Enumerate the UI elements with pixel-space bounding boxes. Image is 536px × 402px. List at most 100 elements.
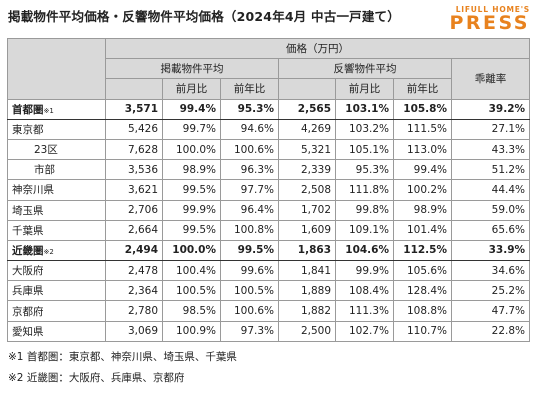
response-mom-cell: 102.7% — [335, 320, 394, 342]
region-name: 近畿圏 — [12, 244, 44, 257]
listing-price-cell: 2,780 — [105, 300, 163, 322]
response-yoy-cell: 105.8% — [393, 98, 452, 120]
table-row: 首都圏※1 3,571 99.4% 95.3% 2,565 103.1% 105.8% 39.… — [7, 98, 531, 120]
listing-yoy-cell: 94.6% — [220, 118, 279, 140]
footnote: ※1 首都圏：東京都、神奈川県、埼玉県、千葉県 — [8, 351, 237, 363]
response-price-cell: 1,863 — [278, 239, 336, 262]
response-price-cell: 2,500 — [278, 320, 336, 342]
response-yoy-cell: 105.6% — [393, 260, 452, 282]
region-label: 埼玉県 — [7, 199, 106, 221]
region-name: 埼玉県 — [12, 204, 44, 217]
region-label: 首都圏※1 — [7, 98, 106, 120]
listing-price-cell: 2,364 — [105, 280, 163, 302]
response-mom-cell: 108.4% — [335, 280, 394, 302]
response-mom-cell: 104.6% — [335, 239, 394, 262]
response-yoy-cell: 111.5% — [393, 118, 452, 140]
listing-yoy-cell: 97.7% — [220, 179, 279, 201]
listing-mom-cell: 99.5% — [162, 179, 221, 201]
listing-price-cell: 3,571 — [105, 98, 163, 120]
listing-yoy-cell: 96.4% — [220, 199, 279, 221]
response-price-cell: 2,565 — [278, 98, 336, 120]
table-row: 近畿圏※2 2,494 100.0% 99.5% 1,863 104.6% 112.5% 33… — [7, 239, 531, 262]
listing-yoy-cell: 100.6% — [220, 300, 279, 322]
table-row: 兵庫県 2,364 100.5% 100.5% 1,889 108.4% 128.4% 25.… — [7, 280, 531, 302]
divergence-cell: 59.0% — [450, 199, 531, 221]
response-price-subheader — [278, 78, 336, 100]
price-header: 価格（万円） — [104, 37, 531, 60]
table-row: 神奈川県 3,621 99.5% 97.7% 2,508 111.8% 100.2% 44.4… — [7, 179, 531, 201]
region-footnote-marker: ※2 — [43, 247, 54, 256]
table-row: 千葉県 2,664 99.5% 100.8% 1,609 109.1% 101.4% 65.6… — [7, 219, 531, 241]
listing-price-cell: 3,621 — [105, 179, 163, 201]
response-mom-cell: 95.3% — [335, 159, 394, 181]
listing-price-cell: 3,536 — [105, 159, 163, 181]
region-name: 千葉県 — [12, 224, 44, 237]
table-row: 東京都 5,426 99.7% 94.6% 4,269 103.2% 111.5% 27.1% — [7, 118, 531, 140]
divergence-cell: 43.3% — [450, 138, 531, 161]
response-mom-cell: 105.1% — [335, 138, 394, 161]
response-price-cell: 1,702 — [278, 199, 336, 221]
divergence-cell: 65.6% — [450, 219, 531, 241]
region-footnote-marker: ※1 — [43, 106, 54, 115]
region-name: 兵庫県 — [12, 285, 44, 298]
response-yoy-cell: 99.4% — [393, 159, 452, 181]
response-mom-cell: 109.1% — [335, 219, 394, 241]
listing-mom-cell: 99.5% — [162, 219, 221, 241]
listing-yoy-cell: 95.3% — [220, 98, 279, 120]
response-yoy-cell: 113.0% — [393, 138, 452, 161]
listing-yoy-cell: 100.6% — [220, 138, 279, 161]
region-name: 大阪府 — [12, 265, 44, 278]
listing-yoy-cell: 99.6% — [220, 260, 279, 282]
response-price-cell: 2,339 — [278, 159, 336, 181]
response-price-cell: 1,889 — [278, 280, 336, 302]
response-yoy-cell: 112.5% — [393, 239, 452, 262]
response-yoy-header: 前年比 — [393, 78, 452, 100]
response-mom-cell: 103.2% — [335, 118, 394, 140]
listing-price-subheader — [105, 78, 163, 100]
response-mom-cell: 103.1% — [335, 98, 394, 120]
divergence-cell: 51.2% — [450, 159, 531, 181]
response-price-cell: 1,609 — [278, 219, 336, 241]
listing-price-cell: 2,664 — [105, 219, 163, 241]
divergence-cell: 22.8% — [450, 320, 531, 342]
region-name: 愛知県 — [12, 325, 44, 338]
listing-mom-cell: 100.5% — [162, 280, 221, 302]
region-name: 東京都 — [12, 123, 44, 136]
region-name: 市部 — [34, 164, 55, 177]
listing-mom-cell: 100.0% — [162, 239, 221, 262]
listing-mom-cell: 100.9% — [162, 320, 221, 342]
response-mom-header: 前月比 — [335, 78, 394, 100]
region-label: 23区 — [7, 138, 106, 161]
table-row: 京都府 2,780 98.5% 100.6% 1,882 111.3% 108.8% 47.7… — [7, 300, 531, 322]
listing-mom-cell: 99.7% — [162, 118, 221, 140]
listing-yoy-cell: 97.3% — [220, 320, 279, 342]
listing-avg-header: 掲載物件平均 — [105, 58, 279, 80]
listing-yoy-header: 前年比 — [220, 78, 279, 100]
table-row: 愛知県 3,069 100.9% 97.3% 2,500 102.7% 110.7% 22.8… — [7, 320, 531, 342]
region-name: 京都府 — [12, 305, 44, 318]
region-label: 兵庫県 — [7, 280, 106, 302]
lifull-homes-press-logo: LIFULL HOME'S PRESS — [449, 5, 530, 34]
response-yoy-cell: 101.4% — [393, 219, 452, 241]
listing-yoy-cell: 96.3% — [220, 159, 279, 181]
logo-wordmark: PRESS — [449, 12, 530, 34]
region-label: 近畿圏※2 — [7, 239, 106, 262]
listing-yoy-cell: 100.5% — [220, 280, 279, 302]
response-yoy-cell: 110.7% — [393, 320, 452, 342]
region-label: 京都府 — [7, 300, 106, 322]
listing-price-cell: 7,628 — [105, 138, 163, 161]
response-price-cell: 2,508 — [278, 179, 336, 201]
listing-yoy-cell: 100.8% — [220, 219, 279, 241]
divergence-cell: 34.6% — [450, 260, 531, 282]
listing-price-cell: 2,478 — [105, 260, 163, 282]
divergence-cell: 27.1% — [450, 118, 531, 140]
region-label: 愛知県 — [7, 320, 106, 342]
response-yoy-cell: 98.9% — [393, 199, 452, 221]
listing-mom-cell: 98.5% — [162, 300, 221, 322]
region-name: 23区 — [34, 144, 58, 157]
region-label: 大阪府 — [7, 260, 106, 282]
response-mom-cell: 111.8% — [335, 179, 394, 201]
divergence-header: 乖離率 — [450, 58, 531, 100]
listing-yoy-cell: 99.5% — [220, 239, 279, 262]
response-price-cell: 5,321 — [278, 138, 336, 161]
